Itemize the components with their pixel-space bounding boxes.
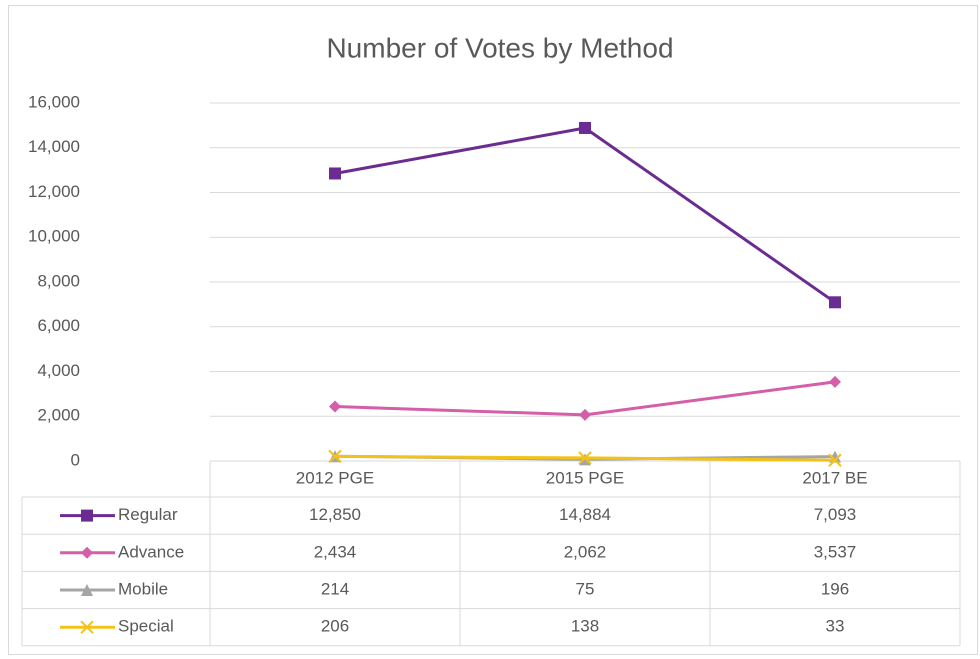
table-value: 2,434 — [314, 542, 357, 561]
table-value: 214 — [321, 579, 349, 598]
y-tick-label: 8,000 — [37, 271, 80, 290]
table-value: 12,850 — [309, 505, 361, 524]
chart-title: Number of Votes by Method — [326, 32, 673, 63]
legend-label: Mobile — [118, 579, 168, 598]
y-tick-label: 10,000 — [28, 227, 80, 246]
marker — [579, 121, 591, 134]
table-value: 2,062 — [564, 542, 607, 561]
x-tick-label: 2015 PGE — [546, 468, 624, 487]
marker — [328, 449, 342, 464]
legend-label: Special — [118, 617, 174, 636]
y-tick-label: 14,000 — [28, 137, 80, 156]
y-tick-label: 6,000 — [37, 316, 80, 335]
y-tick-label: 12,000 — [28, 182, 80, 201]
marker — [80, 620, 94, 634]
marker — [329, 400, 341, 413]
legend-label: Advance — [118, 542, 184, 561]
marker — [828, 453, 842, 467]
y-tick-label: 0 — [71, 450, 80, 469]
table-value: 14,884 — [559, 505, 611, 524]
marker — [578, 451, 592, 465]
table-value: 196 — [821, 579, 849, 598]
legend-label: Regular — [118, 505, 178, 524]
table-value: 7,093 — [814, 505, 857, 524]
table-value: 206 — [321, 617, 349, 636]
marker — [81, 509, 93, 522]
marker — [829, 375, 841, 388]
marker — [81, 546, 93, 559]
marker — [81, 584, 93, 596]
y-tick-label: 2,000 — [37, 406, 80, 425]
table-value: 33 — [826, 617, 845, 636]
x-tick-label: 2012 PGE — [296, 468, 374, 487]
table-value: 3,537 — [814, 542, 857, 561]
y-tick-label: 4,000 — [37, 361, 80, 380]
chart-border — [8, 5, 978, 655]
marker — [329, 167, 341, 180]
marker — [829, 296, 841, 309]
y-tick-label: 16,000 — [28, 92, 80, 111]
x-tick-label: 2017 BE — [802, 468, 867, 487]
marker — [579, 408, 591, 421]
table-value: 138 — [571, 617, 599, 636]
table-value: 75 — [576, 579, 595, 598]
